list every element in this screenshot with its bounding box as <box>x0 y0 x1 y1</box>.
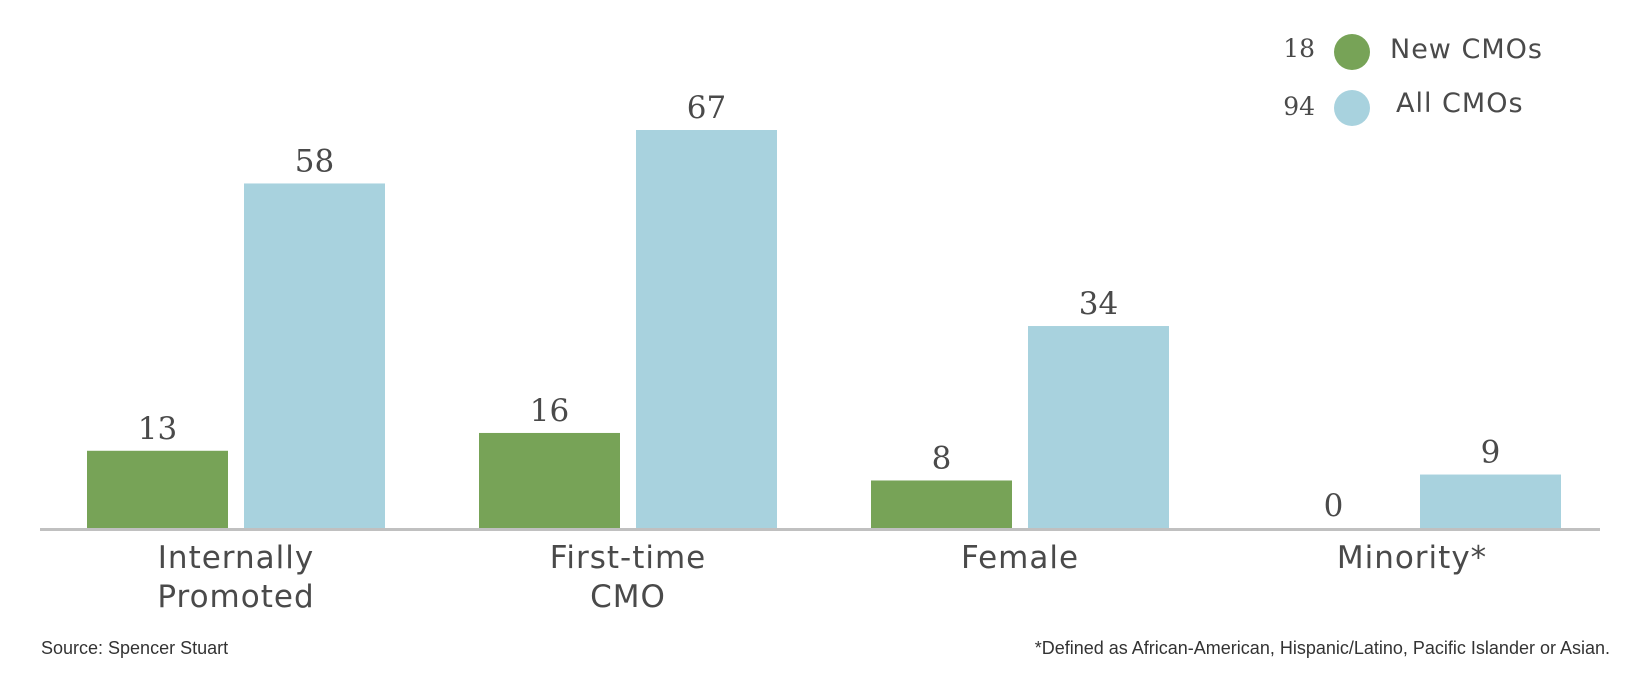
bar-all-cmos-3 <box>1420 474 1561 528</box>
category-label-2-line-0: Female <box>961 540 1079 576</box>
bar-all-cmos-2 <box>1028 326 1169 528</box>
value-labels-group: 13 58 16 67 8 34 0 9 <box>138 90 1501 524</box>
legend-count-new-cmos: 18 <box>1283 34 1315 63</box>
bar-new-cmos-0 <box>87 450 228 528</box>
category-label-0-line-1: Promoted <box>157 579 314 615</box>
bars-group <box>87 130 1561 528</box>
value-label-new-cmos-1: 16 <box>530 393 569 429</box>
category-label-1-line-0: First-time <box>550 540 706 576</box>
legend-swatch-all-cmos <box>1334 90 1370 126</box>
value-label-new-cmos-3: 0 <box>1324 488 1344 524</box>
legend-label-new-cmos: New CMOs <box>1390 34 1543 65</box>
category-label-3-line-0: Minority* <box>1337 540 1487 576</box>
legend-swatch-new-cmos <box>1334 34 1370 70</box>
legend-count-all-cmos: 94 <box>1283 92 1315 121</box>
bar-new-cmos-2 <box>871 480 1012 528</box>
value-label-new-cmos-2: 8 <box>932 440 952 476</box>
value-label-all-cmos-2: 34 <box>1079 286 1118 322</box>
category-label-1-line-1: CMO <box>590 579 666 615</box>
category-label-0-line-0: Internally <box>158 540 314 576</box>
minority-definition-note: *Defined as African-American, Hispanic/L… <box>1034 638 1610 658</box>
value-label-new-cmos-0: 13 <box>138 411 177 447</box>
bar-all-cmos-0 <box>244 183 385 528</box>
value-label-all-cmos-0: 58 <box>295 143 334 179</box>
value-label-all-cmos-1: 67 <box>687 90 726 126</box>
source-note: Source: Spencer Stuart <box>41 638 229 658</box>
value-label-all-cmos-3: 9 <box>1481 435 1501 471</box>
legend-label-all-cmos: All CMOs <box>1396 88 1524 119</box>
bar-all-cmos-1 <box>636 130 777 528</box>
bar-new-cmos-1 <box>479 432 620 528</box>
